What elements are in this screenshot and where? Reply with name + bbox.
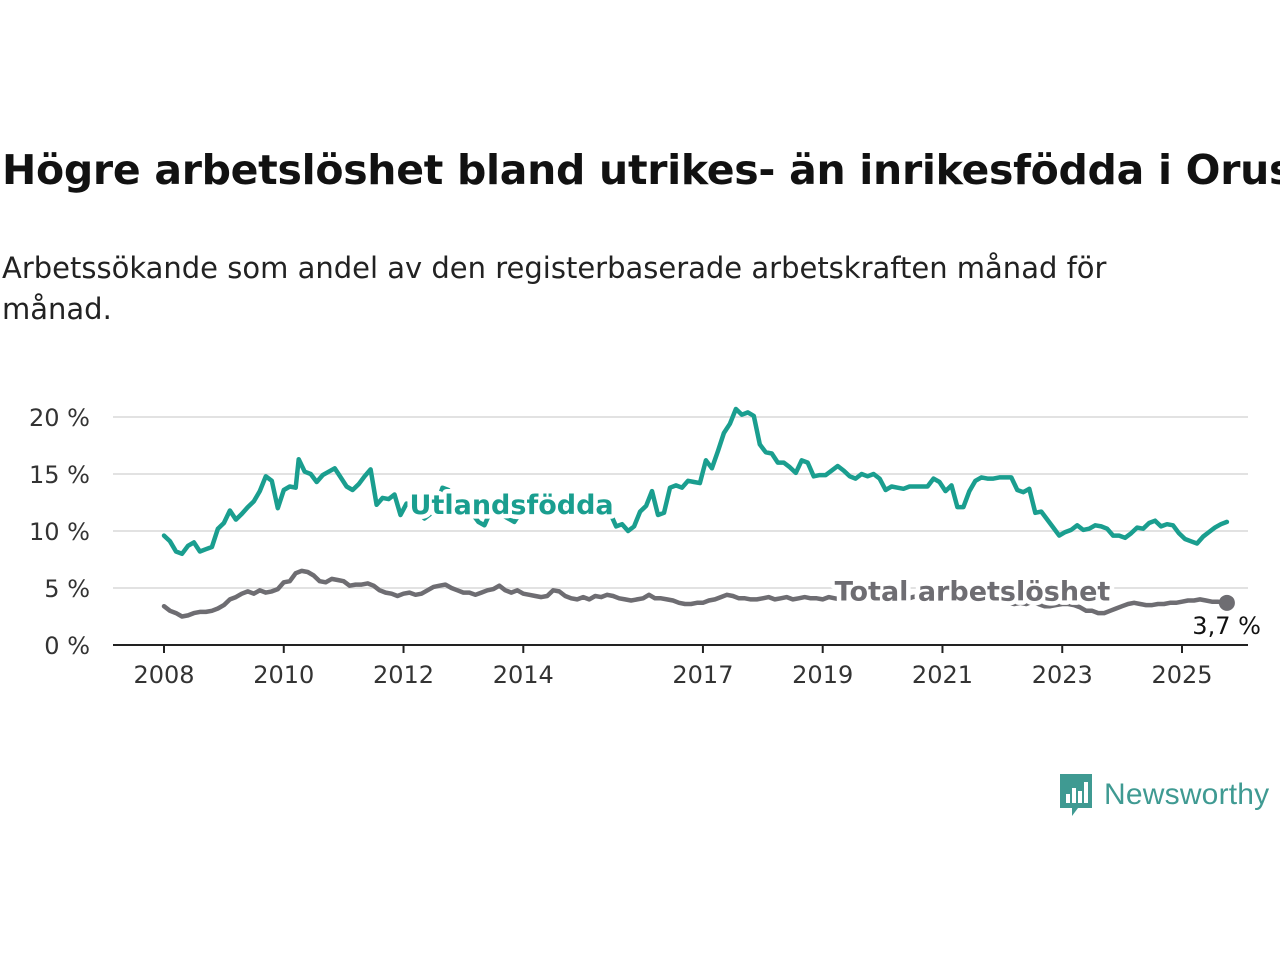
newsworthy-logo-icon [1060, 774, 1092, 816]
series-line-0 [161, 406, 1230, 557]
series-label-0: Utlandsfödda [410, 490, 614, 521]
end-point-marker [1218, 594, 1235, 611]
y-tick-label: 20 % [29, 404, 90, 432]
x-tick-label: 2008 [133, 661, 194, 689]
series-labels: Utlandsfödda Total arbetslöshet 3,7 % [405, 485, 1261, 640]
x-tick-label: 2014 [493, 661, 554, 689]
chart-title: Högre arbetslöshet bland utrikes- än inr… [2, 146, 1280, 194]
axes: 0 % 5 % 10 % 15 % 20 % 2008 2010 2012 2014 2017 20… [29, 404, 1248, 689]
x-tick-label: 2021 [912, 661, 973, 689]
y-tick-label: 5 % [44, 575, 90, 603]
x-tick-label: 2025 [1151, 661, 1212, 689]
y-tick-label: 10 % [29, 518, 90, 546]
x-tick-label: 2010 [253, 661, 314, 689]
brand-logo: Newsworthy [1058, 772, 1269, 818]
line-chart: 0 % 5 % 10 % 15 % 20 % 2008 2010 2012 2014 2017 20… [29, 404, 1261, 689]
series-label-1: Total arbetslöshet [835, 577, 1111, 608]
x-tick-label: 2023 [1032, 661, 1093, 689]
y-tick-label: 15 % [29, 461, 90, 489]
chart-subtitle: Arbetssökande som andel av den registerb… [2, 251, 1107, 326]
end-value-label: 3,7 % [1192, 612, 1261, 640]
brand-name: Newsworthy [1104, 778, 1270, 811]
series-line-1 [161, 568, 1230, 619]
x-tick-label: 2012 [373, 661, 434, 689]
x-tick-label: 2017 [672, 661, 733, 689]
grid-lines [113, 416, 1248, 589]
x-tick-label: 2019 [792, 661, 853, 689]
series-lines [161, 406, 1230, 619]
y-tick-label: 0 % [44, 632, 90, 660]
